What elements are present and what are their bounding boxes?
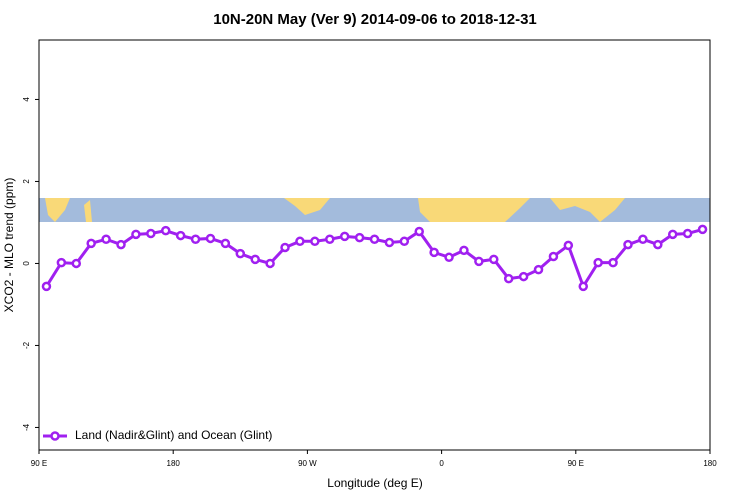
- point: [563, 240, 574, 251]
- x-tick-label: 180: [703, 459, 717, 468]
- point: [310, 236, 320, 247]
- point: [101, 234, 111, 245]
- point: [295, 236, 305, 247]
- point: [533, 264, 544, 275]
- point: [697, 224, 708, 235]
- x-tick-label: 90 E: [31, 459, 47, 468]
- point: [116, 239, 126, 250]
- y-tick-label: 4: [22, 97, 31, 102]
- point: [205, 233, 216, 244]
- point: [220, 238, 231, 249]
- point: [548, 251, 559, 262]
- plot-frame: [38, 39, 711, 451]
- x-tick-label: 90 E: [568, 459, 584, 468]
- point: [444, 252, 454, 263]
- point: [429, 247, 439, 258]
- point: [667, 229, 678, 240]
- point: [489, 254, 499, 265]
- legend-label: Land (Nadir&Glint) and Ocean (Glint): [75, 428, 272, 442]
- point: [399, 236, 410, 247]
- legend-marker: [50, 431, 60, 441]
- y-axis-label: XCO2 - MLO trend (ppm): [2, 178, 16, 313]
- point: [593, 257, 603, 268]
- point: [503, 273, 514, 284]
- point: [190, 234, 201, 245]
- chart-title: 10N-20N May (Ver 9) 2014-09-06 to 2018-1…: [213, 11, 537, 28]
- map-strip: [39, 198, 710, 222]
- point: [578, 281, 589, 292]
- y-tick-label: -2: [22, 341, 31, 349]
- point: [459, 245, 469, 256]
- point: [474, 256, 484, 267]
- point: [250, 254, 260, 265]
- y-tick-label: 0: [22, 261, 31, 266]
- point: [608, 257, 618, 268]
- point: [160, 225, 171, 236]
- point: [71, 258, 82, 269]
- point: [41, 281, 52, 292]
- point: [518, 271, 529, 282]
- point: [369, 234, 380, 245]
- x-tick-label: 0: [439, 459, 444, 468]
- point: [384, 237, 395, 248]
- point: [623, 239, 633, 250]
- point: [280, 242, 290, 253]
- point: [175, 230, 186, 241]
- point: [146, 228, 156, 239]
- point: [638, 234, 648, 245]
- point: [86, 238, 96, 249]
- point: [653, 239, 663, 250]
- x-tick-label: 90 W: [298, 459, 317, 468]
- point: [131, 229, 141, 240]
- point: [339, 231, 350, 242]
- y-tick-label: -4: [22, 423, 31, 431]
- point: [56, 257, 67, 268]
- point: [325, 234, 335, 245]
- point: [354, 232, 365, 243]
- point: [235, 248, 246, 259]
- point: [682, 228, 693, 239]
- point: [414, 226, 424, 237]
- x-axis-label: Longitude (deg E): [327, 476, 422, 490]
- y-tick-label: 2: [22, 179, 31, 184]
- point: [265, 258, 275, 269]
- x-tick-label: 180: [167, 459, 181, 468]
